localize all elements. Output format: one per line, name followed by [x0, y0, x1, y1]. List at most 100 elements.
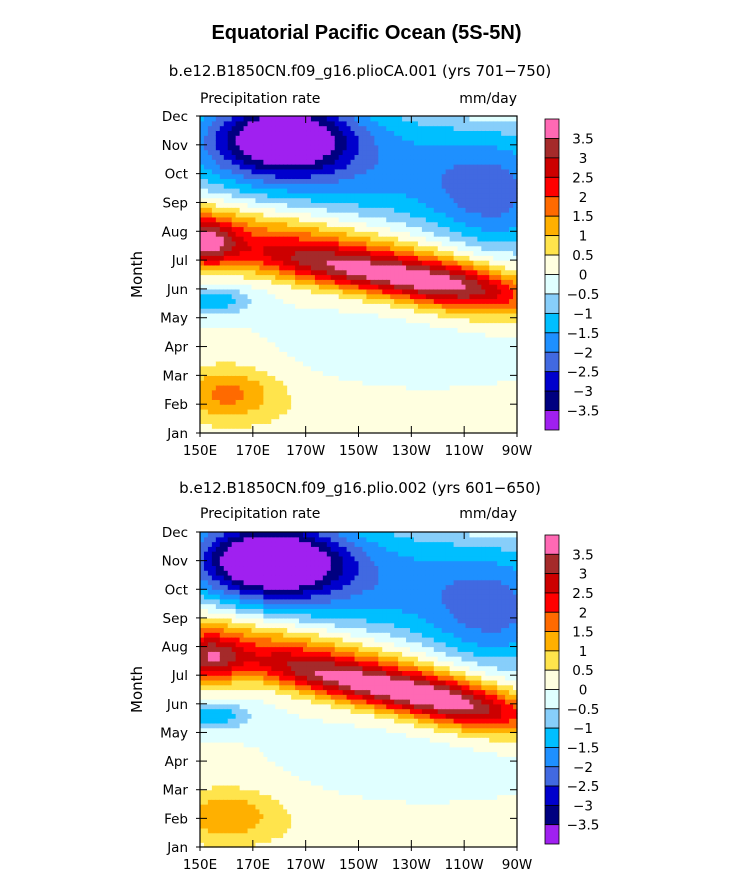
heatmap-cell	[310, 173, 316, 180]
heatmap-cell	[330, 188, 336, 194]
heatmap-cell	[390, 255, 395, 261]
heatmap-cell	[417, 236, 423, 242]
heatmap-cell	[413, 207, 419, 213]
heatmap-cell	[330, 284, 336, 290]
heatmap-cell	[283, 356, 288, 362]
heatmap-cell	[283, 120, 288, 127]
heatmap-cell	[493, 221, 498, 228]
heatmap-cell	[390, 408, 395, 415]
heatmap-cell	[239, 269, 245, 276]
heatmap-cell	[493, 428, 498, 434]
heatmap-cell	[465, 173, 471, 180]
heatmap-cell	[227, 413, 233, 420]
heatmap-cell	[445, 284, 451, 290]
heatmap-cell	[413, 264, 419, 271]
heatmap-cell	[441, 375, 447, 381]
heatmap-cell	[314, 159, 320, 165]
heatmap-cell	[247, 226, 253, 232]
heatmap-cell	[231, 404, 237, 410]
heatmap-cell	[310, 221, 316, 228]
heatmap-cell	[461, 188, 467, 194]
heatmap-cell	[287, 288, 292, 295]
heatmap-cell	[326, 202, 332, 208]
heatmap-cell	[417, 413, 423, 420]
heatmap-cell	[259, 236, 264, 242]
heatmap-cell	[370, 279, 375, 285]
heatmap-cell	[453, 202, 459, 208]
heatmap-cell	[310, 298, 316, 304]
heatmap-cell	[287, 341, 292, 348]
heatmap-cell	[390, 207, 395, 213]
heatmap-cell	[283, 197, 288, 204]
heatmap-cell	[398, 240, 403, 247]
heatmap-cell	[449, 346, 455, 352]
heatmap-cell	[421, 404, 427, 410]
heatmap-cell	[227, 149, 233, 156]
heatmap-cell	[235, 279, 241, 285]
heatmap-cell	[211, 413, 217, 420]
heatmap-cell	[477, 346, 482, 352]
heatmap-cell	[429, 264, 435, 271]
heatmap-cell	[314, 288, 320, 295]
heatmap-cell	[318, 226, 324, 232]
heatmap-cell	[481, 135, 486, 141]
heatmap-cell	[358, 298, 364, 304]
heatmap-cell	[299, 341, 304, 348]
heatmap-cell	[402, 135, 407, 141]
heatmap-cell	[271, 399, 276, 405]
heatmap-cell	[283, 274, 288, 280]
heatmap-cell	[299, 360, 304, 367]
heatmap-cell	[394, 245, 399, 252]
heatmap-cell	[445, 178, 451, 184]
heatmap-cell	[346, 140, 352, 146]
heatmap-cell	[219, 178, 225, 184]
heatmap-cell	[493, 360, 498, 367]
heatmap-cell	[398, 408, 403, 415]
heatmap-cell	[295, 255, 300, 261]
heatmap-cell	[318, 284, 324, 290]
heatmap-cell	[279, 173, 284, 180]
heatmap-cell	[493, 154, 498, 160]
heatmap-cell	[354, 408, 360, 415]
heatmap-cell	[374, 284, 379, 290]
heatmap-cell	[334, 212, 340, 218]
heatmap-cell	[449, 168, 455, 175]
heatmap-cell	[275, 418, 280, 424]
heatmap-cell	[370, 183, 375, 189]
heatmap-cell	[465, 394, 471, 400]
heatmap-cell	[378, 360, 383, 367]
heatmap-cell	[378, 356, 383, 362]
heatmap-cell	[342, 173, 348, 180]
heatmap-cell	[425, 264, 431, 271]
heatmap-cell	[334, 408, 340, 415]
heatmap-cell	[283, 173, 288, 180]
heatmap-cell	[445, 207, 451, 213]
heatmap-cell	[275, 332, 280, 338]
heatmap-cell	[413, 317, 419, 324]
heatmap-cell	[481, 303, 486, 309]
heatmap-cell	[219, 140, 225, 146]
heatmap-cell	[247, 116, 253, 122]
heatmap-cell	[326, 154, 332, 160]
heatmap-cell	[279, 418, 284, 424]
heatmap-cell	[469, 231, 475, 237]
heatmap-cell	[263, 317, 268, 324]
heatmap-cell	[239, 212, 245, 218]
heatmap-cell	[231, 269, 237, 276]
heatmap-cell	[306, 164, 312, 170]
heatmap-cell	[259, 168, 264, 175]
heatmap-cell	[247, 298, 253, 304]
heatmap-cell	[437, 308, 443, 314]
heatmap-cell	[263, 178, 268, 184]
heatmap-cell	[207, 341, 213, 348]
heatmap-cell	[287, 221, 292, 228]
heatmap-cell	[493, 351, 498, 357]
heatmap-cell	[370, 274, 375, 280]
heatmap-cell	[461, 274, 467, 280]
heatmap-cell	[239, 216, 245, 223]
heatmap-cell	[358, 413, 364, 420]
heatmap-cell	[235, 178, 241, 184]
heatmap-cell	[425, 168, 431, 175]
heatmap-cell	[247, 125, 253, 132]
heatmap-cell	[291, 428, 296, 434]
